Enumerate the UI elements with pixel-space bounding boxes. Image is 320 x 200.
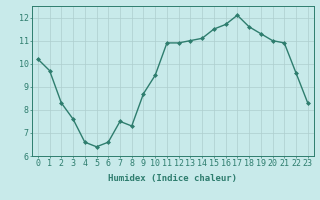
X-axis label: Humidex (Indice chaleur): Humidex (Indice chaleur)	[108, 174, 237, 183]
